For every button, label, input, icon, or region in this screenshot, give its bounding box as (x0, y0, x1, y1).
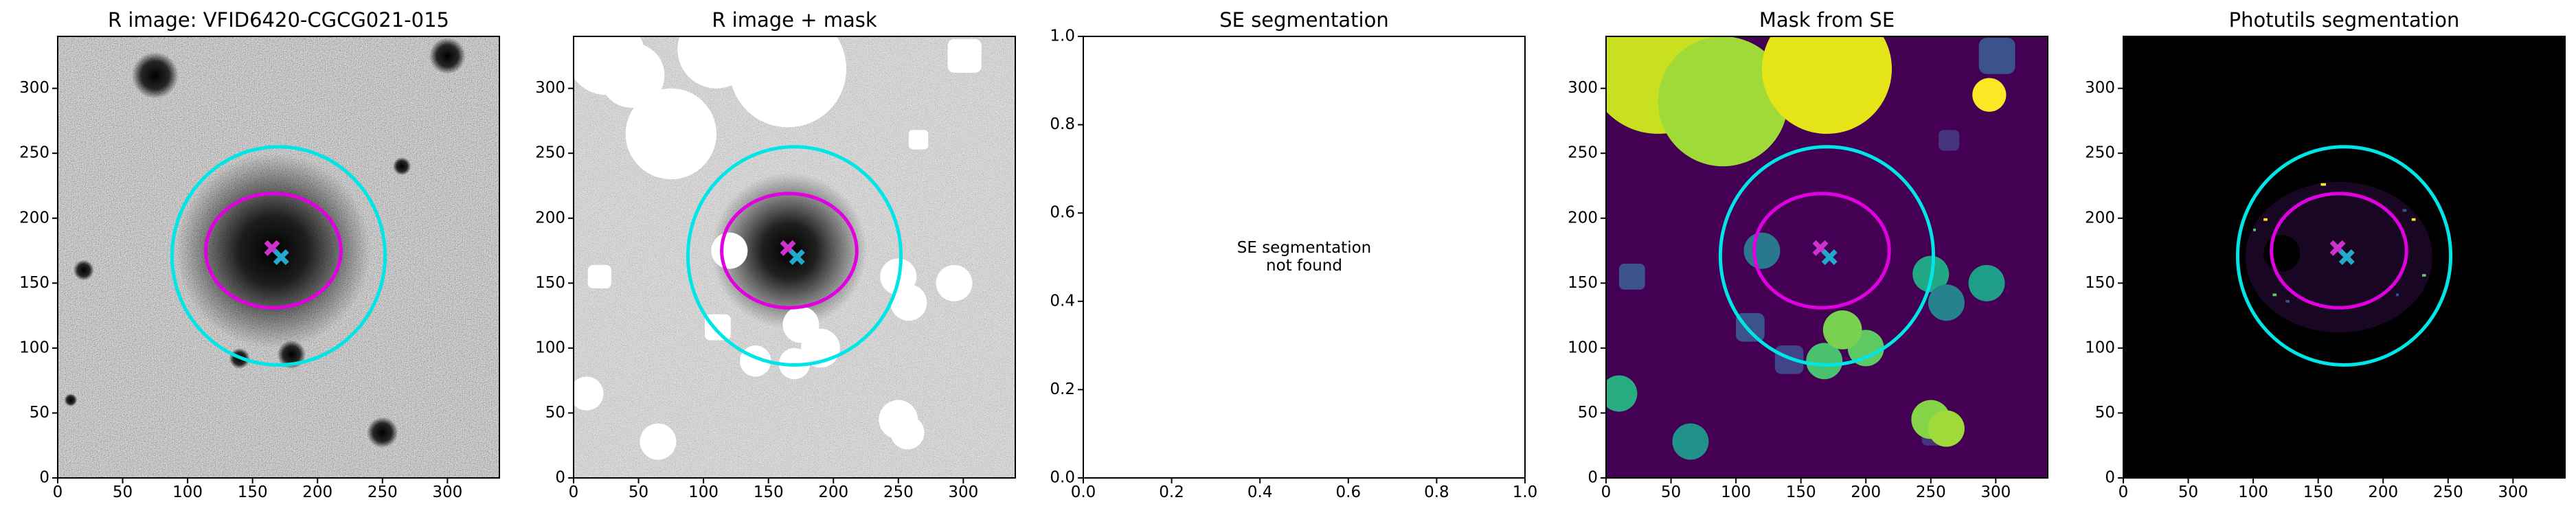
x-tick-label: 0 (53, 483, 63, 501)
x-tick-label: 200 (2368, 483, 2398, 501)
y-tick-label: 250 (2085, 144, 2115, 162)
x-tick-label: 0.6 (1336, 483, 1362, 501)
y-tick-label: 0.2 (1050, 380, 1075, 398)
x-tick-label: 150 (754, 483, 784, 501)
y-tick-label: 200 (19, 209, 49, 227)
panel-title: R image: VFID6420-CGCG021-015 (108, 8, 449, 32)
y-tick-label: 0.8 (1050, 115, 1075, 133)
image-se-mask (1606, 36, 2048, 478)
x-tick-label: 250 (883, 483, 914, 501)
aperture-ellipse (204, 192, 343, 310)
x-tick-label: 50 (113, 483, 133, 501)
x-tick-label: 250 (1916, 483, 1946, 501)
panel-title: Mask from SE (1759, 8, 1895, 32)
x-tick-label: 100 (1721, 483, 1751, 501)
x-tick-label: 300 (948, 483, 978, 501)
x-tick-label: 200 (1851, 483, 1881, 501)
y-tick-label: 0.0 (1050, 469, 1075, 487)
y-tick-label: 100 (1568, 339, 1598, 356)
x-tick-label: 250 (368, 483, 398, 501)
aperture-ellipse (686, 145, 903, 367)
x-tick-label: 0.8 (1424, 483, 1449, 501)
y-tick-label: 300 (19, 79, 49, 97)
x-tick-label: 100 (2238, 483, 2268, 501)
aperture-ellipse (2235, 145, 2453, 367)
image-photutils (2123, 36, 2565, 478)
x-tick-label: 100 (172, 483, 203, 501)
x-tick-label: 100 (688, 483, 719, 501)
center-marker (2338, 249, 2355, 265)
x-tick-label: 0 (569, 483, 579, 501)
x-tick-label: 300 (2498, 483, 2528, 501)
y-tick-label: 150 (2085, 274, 2115, 292)
aperture-ellipse (1752, 192, 1891, 310)
x-tick-label: 300 (1980, 483, 2011, 501)
x-tick-label: 1.0 (1513, 483, 1538, 501)
y-tick-label: 200 (1568, 209, 1598, 227)
aperture-ellipse (720, 192, 859, 310)
panel-title: Photutils segmentation (2229, 8, 2460, 32)
axes-frame (57, 36, 500, 479)
annotation: not found (1266, 257, 1342, 275)
y-tick-label: 0 (555, 469, 565, 487)
panel-title: R image + mask (712, 8, 877, 32)
y-tick-label: 250 (19, 144, 49, 162)
x-tick-label: 300 (432, 483, 462, 501)
y-tick-label: 100 (19, 339, 49, 356)
annotation: SE segmentation (1237, 239, 1371, 257)
x-tick-label: 150 (238, 483, 268, 501)
y-tick-label: 0 (2105, 469, 2115, 487)
axes-frame (2123, 36, 2566, 479)
y-tick-label: 300 (535, 79, 565, 97)
y-tick-label: 1.0 (1050, 27, 1075, 45)
y-tick-label: 200 (2085, 209, 2115, 227)
y-tick-label: 200 (535, 209, 565, 227)
y-tick-label: 0 (1588, 469, 1598, 487)
axes-frame (573, 36, 1016, 479)
x-tick-label: 0 (2119, 483, 2129, 501)
y-tick-label: 50 (1578, 404, 1598, 422)
aperture-ellipse (170, 145, 387, 367)
center-marker (273, 249, 289, 265)
center-marker (789, 249, 805, 265)
x-tick-label: 200 (818, 483, 848, 501)
panel-title: SE segmentation (1219, 8, 1388, 32)
y-tick-label: 50 (545, 404, 565, 422)
axes-frame (1083, 36, 1526, 479)
y-tick-label: 50 (30, 404, 49, 422)
y-tick-label: 300 (1568, 79, 1598, 97)
y-tick-label: 100 (2085, 339, 2115, 356)
aperture-ellipse (1718, 145, 1936, 367)
y-tick-label: 0.6 (1050, 204, 1075, 222)
center-marker (1821, 249, 1838, 265)
x-tick-label: 0.4 (1247, 483, 1273, 501)
y-tick-label: 0 (39, 469, 49, 487)
y-tick-label: 250 (1568, 144, 1598, 162)
x-tick-label: 50 (2178, 483, 2198, 501)
y-tick-label: 50 (2095, 404, 2115, 422)
y-tick-label: 250 (535, 144, 565, 162)
y-tick-label: 300 (2085, 79, 2115, 97)
x-tick-label: 250 (2433, 483, 2463, 501)
x-tick-label: 0 (1601, 483, 1612, 501)
x-tick-label: 150 (1786, 483, 1816, 501)
x-tick-label: 0.0 (1071, 483, 1096, 501)
y-tick-label: 150 (535, 274, 565, 292)
y-tick-label: 100 (535, 339, 565, 356)
y-tick-label: 150 (19, 274, 49, 292)
aperture-ellipse (2270, 192, 2408, 310)
x-tick-label: 0.2 (1159, 483, 1184, 501)
x-tick-label: 50 (629, 483, 648, 501)
x-tick-label: 150 (2303, 483, 2334, 501)
x-tick-label: 200 (302, 483, 332, 501)
y-tick-label: 0.4 (1050, 292, 1075, 310)
x-tick-label: 50 (1661, 483, 1681, 501)
axes-frame (1605, 36, 2048, 479)
y-tick-label: 150 (1568, 274, 1598, 292)
